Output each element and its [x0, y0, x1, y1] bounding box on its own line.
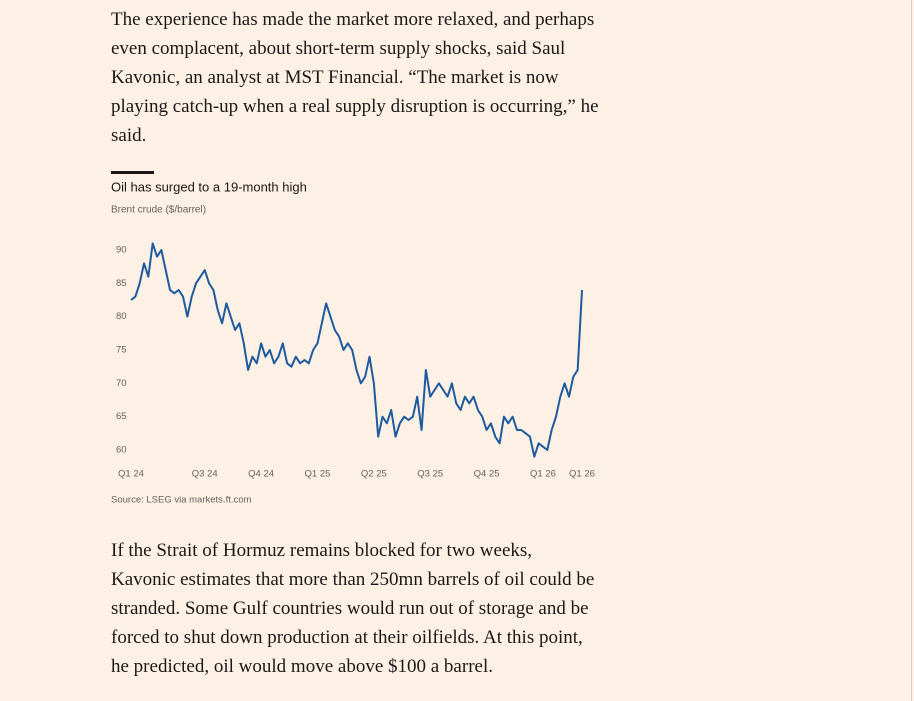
x-tick-label: Q4 25	[474, 469, 500, 480]
chart-rule	[111, 171, 154, 174]
paragraph: The experience has made the market more …	[111, 9, 599, 146]
y-tick-label: 85	[116, 278, 127, 289]
paragraph: If the Strait of Hormuz remains blocked …	[111, 540, 595, 677]
y-tick-label: 80	[116, 311, 127, 322]
y-tick-label: 75	[116, 345, 127, 356]
x-tick-label: Q3 24	[192, 469, 218, 480]
x-tick-label: Q4 24	[248, 469, 274, 480]
y-tick-label: 60	[116, 445, 127, 456]
y-tick-label: 65	[116, 411, 127, 422]
y-tick-label: 90	[116, 245, 127, 256]
scrollbar-edge	[911, 0, 912, 701]
x-tick-label: Q3 25	[417, 469, 443, 480]
x-tick-label: Q2 25	[361, 469, 387, 480]
price-line	[130, 242, 583, 458]
x-tick-label: Q1 26	[569, 469, 595, 480]
chart: Oil has surged to a 19-month high Brent …	[111, 171, 595, 506]
chart-subtitle: Brent crude ($/barrel)	[111, 205, 206, 216]
x-tick-label: Q1 24	[118, 469, 144, 480]
x-tick-label: Q1 25	[305, 469, 331, 480]
y-tick-label: 70	[116, 378, 127, 389]
chart-source: Source: LSEG via markets.ft.com	[111, 495, 252, 506]
x-tick-label: Q1 26	[530, 469, 556, 480]
chart-title: Oil has surged to a 19-month high	[111, 179, 307, 194]
